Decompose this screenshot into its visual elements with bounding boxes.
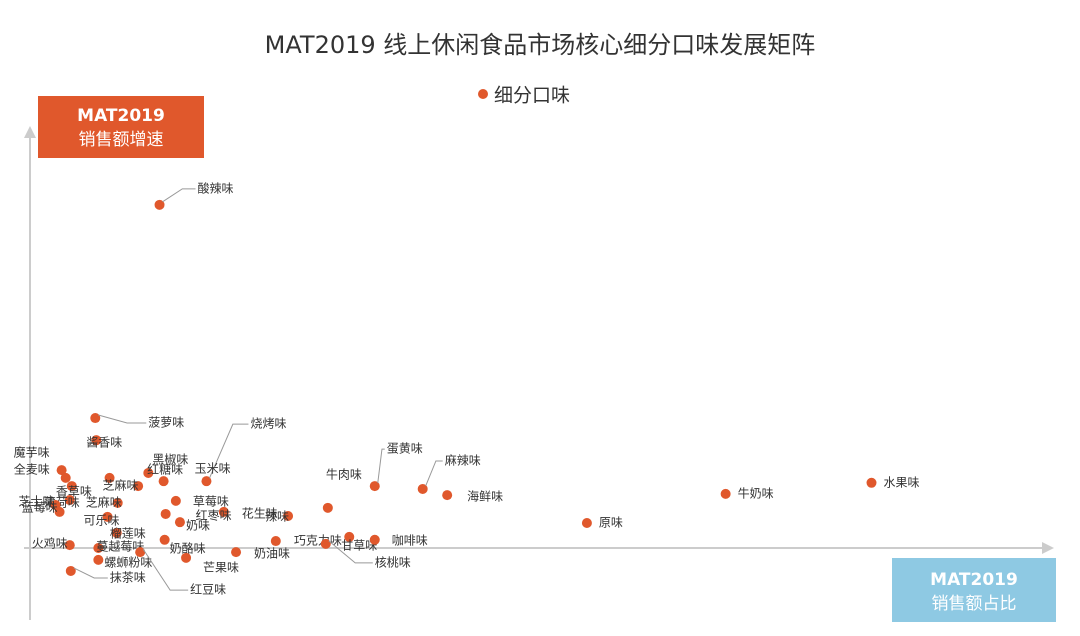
- point: [344, 531, 355, 542]
- point: [201, 476, 212, 487]
- point-label: 红糖味: [147, 462, 183, 477]
- point: [91, 435, 102, 446]
- point: [56, 465, 67, 476]
- leader-line: [425, 460, 443, 487]
- point-label: 香草味: [56, 485, 92, 499]
- point: [143, 467, 154, 478]
- point: [64, 540, 75, 551]
- point: [218, 506, 229, 517]
- point: [135, 547, 146, 558]
- point: [104, 472, 115, 483]
- leader-line: [328, 540, 373, 564]
- y-label: MAT2019: [77, 106, 165, 126]
- point: [93, 554, 104, 565]
- point-label: 花生味: [242, 505, 278, 520]
- point-label: 水果味: [884, 475, 920, 489]
- y-label: 销售额增速: [79, 130, 164, 150]
- point-label: 抹茶味: [110, 569, 146, 584]
- point: [66, 481, 77, 492]
- point-label: 芝士味: [19, 493, 55, 508]
- point: [174, 517, 185, 528]
- point: [111, 527, 122, 538]
- point: [581, 517, 592, 528]
- leader-line: [377, 448, 385, 484]
- x-label: 销售额占比: [932, 594, 1017, 614]
- point-label: 牛奶味: [738, 485, 774, 500]
- point: [283, 511, 294, 522]
- point: [133, 481, 144, 492]
- point-label: 芝麻味: [103, 477, 139, 492]
- point: [154, 199, 165, 210]
- point-label: 全麦味: [14, 461, 50, 476]
- point-label: 奶油味: [254, 547, 290, 561]
- point-label: 红豆味: [190, 582, 226, 597]
- point: [64, 495, 75, 506]
- point-label: 麻辣味: [445, 452, 481, 467]
- point: [720, 488, 731, 499]
- point: [231, 547, 242, 558]
- point: [442, 490, 453, 501]
- point-label: 芝麻味: [86, 494, 122, 509]
- point-label: 辣味: [265, 510, 289, 524]
- point: [158, 476, 169, 487]
- point: [369, 481, 380, 492]
- point: [270, 536, 281, 547]
- point-label: 蔓越莓味: [96, 540, 144, 554]
- point: [417, 483, 428, 494]
- point-label: 咖啡味: [392, 532, 428, 547]
- point-label: 核桃味: [375, 554, 411, 569]
- point-label: 奶酪味: [170, 540, 206, 555]
- point-label: 甘草味: [341, 538, 377, 552]
- point-label: 火鸡味: [32, 536, 68, 551]
- y-axis-arrow: [24, 126, 36, 138]
- point: [54, 506, 65, 517]
- point-label: 芒果味: [203, 559, 239, 574]
- point-label: 酱香味: [86, 435, 122, 450]
- point-label: 螺蛳粉味: [104, 555, 152, 569]
- chart-title: MAT2019 线上休闲食品市场核心细分口味发展矩阵: [265, 31, 816, 59]
- legend-label: 细分口味: [494, 85, 570, 107]
- point: [90, 413, 101, 424]
- point-label: 可乐味: [84, 513, 120, 527]
- x-label: MAT2019: [930, 570, 1018, 590]
- point: [93, 543, 104, 553]
- point: [369, 534, 380, 545]
- leader-line: [98, 414, 147, 424]
- point-label: 榴莲味: [110, 526, 146, 540]
- point: [160, 508, 171, 519]
- point: [322, 502, 333, 513]
- leader-line: [209, 423, 249, 479]
- point-label: 牛肉味: [326, 466, 362, 481]
- point: [159, 534, 170, 545]
- point-label: 草莓味: [193, 494, 229, 508]
- point-label: 蓝莓味: [22, 500, 58, 514]
- point: [320, 538, 331, 549]
- point-label: 原味: [599, 515, 623, 529]
- point: [102, 511, 113, 522]
- point: [112, 497, 123, 508]
- point-label: 菠萝味: [148, 416, 184, 430]
- point: [170, 495, 181, 506]
- point-label: 玉米味: [195, 462, 231, 476]
- y-label-box: [38, 96, 204, 158]
- point: [60, 472, 71, 483]
- point-label: 海鲜味: [467, 489, 503, 504]
- point: [65, 565, 76, 576]
- x-label-box: [892, 558, 1056, 622]
- leader-line: [73, 567, 108, 579]
- point: [181, 552, 192, 563]
- point-label: 烧烤味: [250, 416, 286, 431]
- leader-line: [142, 548, 189, 591]
- point-label: 蛋黄味: [387, 442, 423, 456]
- point-label: 魔芋味: [14, 445, 50, 460]
- leader-line: [162, 188, 196, 203]
- legend-dot: [478, 89, 488, 99]
- point: [866, 477, 877, 488]
- point-label: 黑椒味: [152, 452, 188, 466]
- point-label: 奶味: [186, 519, 210, 533]
- point-label: 酸辣味: [198, 180, 234, 195]
- point-label: 红枣味: [196, 507, 232, 522]
- x-axis-arrow: [1042, 542, 1054, 554]
